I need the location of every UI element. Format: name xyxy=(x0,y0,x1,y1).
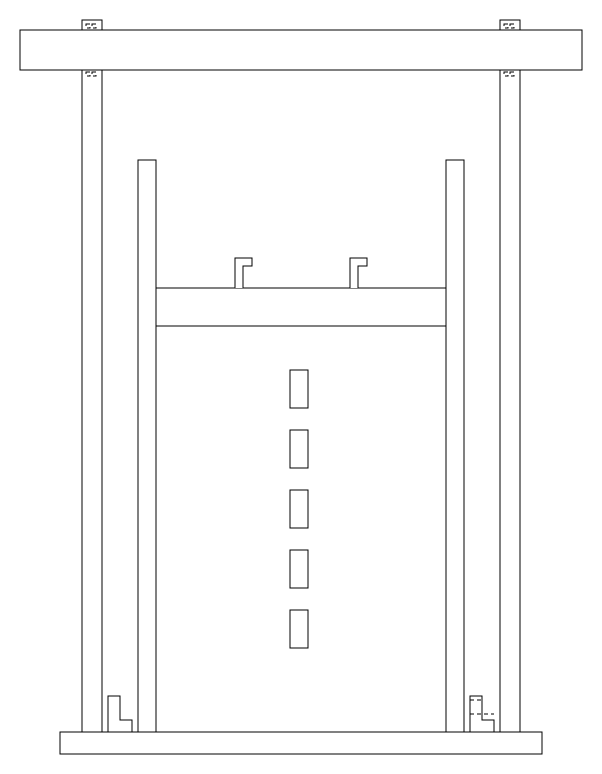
top-dash-right-3 xyxy=(510,72,514,76)
outer-post-left xyxy=(82,20,102,740)
top-dash-left-3 xyxy=(92,72,96,76)
center-slot-4 xyxy=(290,610,308,648)
top-dash-right-0 xyxy=(504,24,508,28)
inner-post-left xyxy=(138,160,156,732)
center-slot-2 xyxy=(290,490,308,528)
top-beam xyxy=(20,30,582,70)
base-bracket-left xyxy=(108,696,132,732)
center-slot-3 xyxy=(290,550,308,588)
center-slot-1 xyxy=(290,430,308,468)
outer-post-right xyxy=(500,20,520,740)
top-dash-right-1 xyxy=(510,24,514,28)
top-dash-left-2 xyxy=(86,72,90,76)
top-hook-left xyxy=(235,258,252,288)
top-dash-left-1 xyxy=(92,24,96,28)
top-hook-right xyxy=(350,258,367,288)
inner-post-right xyxy=(446,160,464,732)
cross-beam xyxy=(156,288,446,326)
top-dash-left-0 xyxy=(86,24,90,28)
top-dash-right-2 xyxy=(504,72,508,76)
base-plate xyxy=(60,732,542,754)
technical-diagram xyxy=(0,0,602,774)
center-slot-0 xyxy=(290,370,308,408)
